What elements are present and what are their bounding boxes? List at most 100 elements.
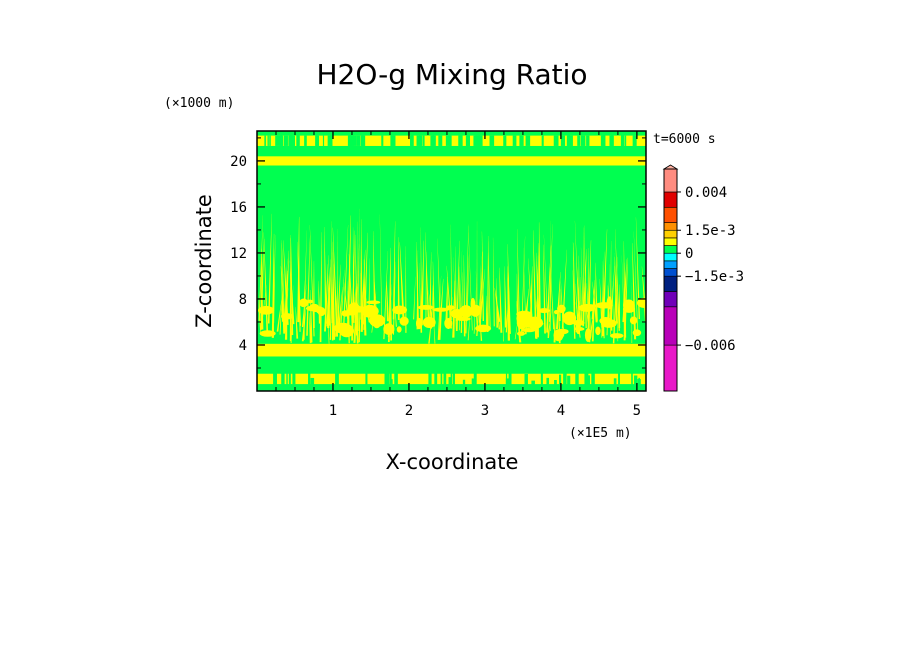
plot-frame [256, 130, 647, 392]
moisture-plume [379, 214, 383, 325]
moisture-patch [562, 311, 577, 326]
moisture-patch [629, 316, 638, 325]
moisture-plume [399, 242, 405, 320]
colorbar-swatch [663, 260, 678, 269]
surface-band-gap [450, 368, 453, 391]
colorbar-swatch [663, 191, 678, 208]
moisture-plume [295, 306, 299, 339]
surface-band-gap [308, 361, 311, 391]
upper-band-gap [416, 135, 421, 146]
surface-band-gap [505, 378, 510, 391]
moisture-plume [326, 259, 331, 327]
moisture-plume [455, 246, 457, 322]
surface-band-gap [554, 379, 557, 391]
surface-band-gap [559, 374, 562, 391]
moisture-plume [273, 234, 276, 323]
upper-band-gap [275, 135, 279, 146]
low-level-moisture-band [257, 343, 646, 357]
chart-title: H2O-g Mixing Ratio [316, 58, 587, 91]
moisture-patch [422, 316, 436, 329]
x-axis-title: X-coordinate [386, 450, 519, 474]
upper-band-gap [361, 135, 364, 146]
upper-band-gap [560, 135, 566, 146]
upper-band-gap [600, 135, 606, 146]
moisture-plume [352, 227, 355, 323]
moisture-plume [368, 258, 370, 320]
moisture-plume [437, 238, 442, 328]
moisture-plume [550, 264, 555, 330]
surface-band-gap [336, 366, 339, 391]
upper-band-gap [577, 135, 581, 146]
upper-band-gap [503, 135, 507, 146]
moisture-plume [450, 224, 453, 320]
moisture-patch [259, 330, 276, 337]
moisture-patch [475, 324, 492, 333]
surface-band-gap [634, 375, 638, 391]
moisture-patch [600, 318, 617, 328]
upper-band-gap [362, 135, 366, 146]
moisture-plume [343, 279, 349, 320]
moisture-plume [574, 220, 580, 322]
moisture-plume [361, 219, 363, 323]
upper-band-gap [279, 135, 283, 146]
moisture-patch [361, 304, 379, 318]
moisture-plume [339, 269, 345, 341]
y-axis-title: Z-coordinate [192, 194, 216, 328]
moisture-plume [496, 300, 501, 330]
upper-band-gap [296, 135, 300, 146]
moisture-patch [399, 316, 409, 326]
upper-band-gap [609, 135, 613, 146]
surface-band-gap [448, 377, 452, 391]
upper-band-gap [422, 135, 425, 146]
surface-band-gap [531, 380, 535, 391]
upper-band-gap [390, 135, 395, 146]
moisture-plume [550, 220, 551, 331]
moisture-plume [413, 276, 416, 320]
moisture-patch [553, 310, 559, 315]
moisture-plume [572, 242, 576, 328]
moisture-plume [592, 281, 598, 323]
surface-band-gap [389, 379, 393, 391]
moisture-plume [499, 267, 503, 333]
upper-band-gap [264, 135, 266, 146]
colorbar-swatch [663, 237, 678, 246]
upper-band-gap [473, 135, 477, 146]
upper-band-gap [624, 135, 627, 146]
surface-band-gap [471, 378, 475, 391]
moisture-patch [516, 310, 533, 318]
surface-band-gap [310, 377, 315, 391]
x-axis: 1 2 3 4 5 [275, 131, 641, 419]
surface-band-gap [365, 370, 368, 391]
upper-band-gap [430, 135, 435, 146]
moisture-plume [486, 295, 488, 332]
colorbar-frame [663, 168, 678, 392]
upper-band-gap [322, 135, 325, 146]
moisture-patch [373, 320, 381, 329]
upper-band-gap [568, 135, 573, 146]
upper-band-gap [553, 135, 559, 146]
moisture-plume [633, 231, 639, 334]
moisture-patch [369, 314, 386, 327]
moisture-plume [456, 240, 460, 331]
moisture-plume [392, 221, 396, 320]
moisture-plume [338, 286, 343, 326]
moisture-patch [538, 308, 550, 314]
y-tick-label: 12 [230, 246, 247, 262]
moisture-plume [516, 273, 519, 325]
surface-band-gap [508, 361, 512, 391]
moisture-plume [580, 276, 583, 326]
moisture-plume [283, 240, 289, 325]
moisture-plume [555, 271, 561, 330]
surface-band-gap [443, 372, 447, 391]
moisture-plume [536, 252, 540, 319]
upper-band-gap [632, 135, 637, 146]
moisture-plume [337, 229, 339, 330]
upper-band-gap [438, 135, 443, 146]
moisture-plume [458, 266, 462, 320]
tropopause-moisture-band [257, 156, 646, 166]
moisture-plume [260, 256, 263, 319]
colorbar-swatch [663, 252, 678, 262]
moisture-patch [471, 304, 481, 314]
surface-band-gap [286, 370, 288, 391]
